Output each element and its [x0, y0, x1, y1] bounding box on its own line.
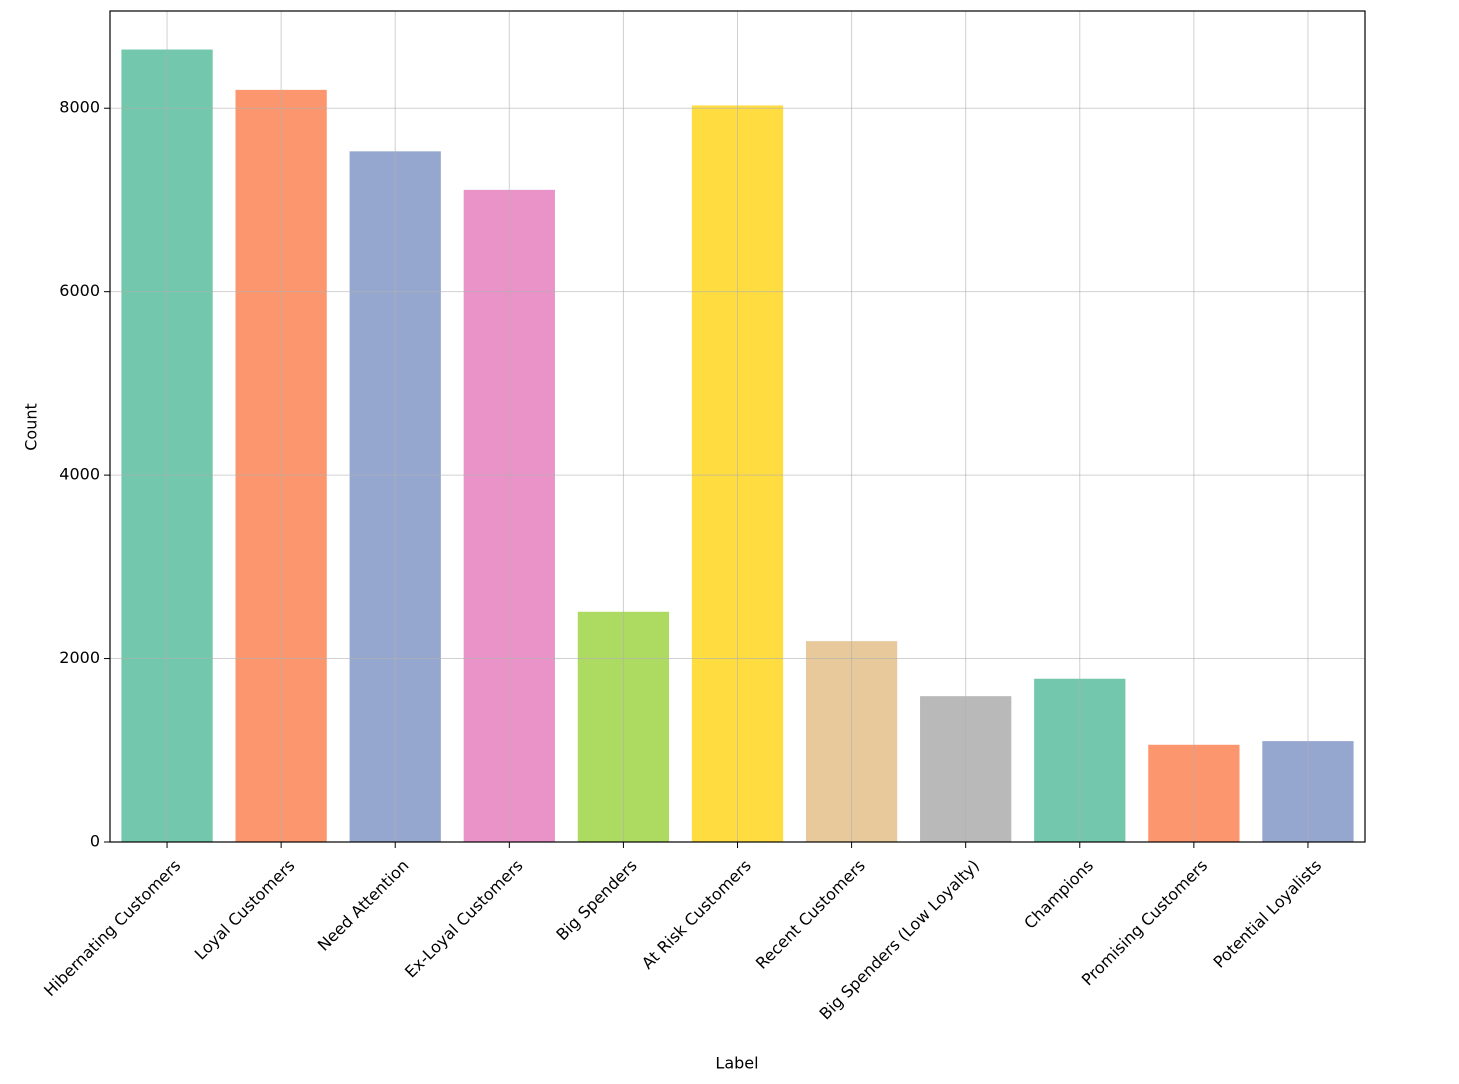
x-tick-label: Champions — [1020, 856, 1097, 933]
x-tick-label: Recent Customers — [752, 856, 869, 973]
y-tick-label: 6000 — [59, 281, 100, 300]
plot-frame — [109, 10, 1366, 843]
x-tick-label: Loyal Customers — [191, 856, 299, 964]
y-tick-label: 2000 — [59, 648, 100, 667]
y-tick-label: 8000 — [59, 98, 100, 117]
x-tick-label: Need Attention — [314, 856, 413, 955]
x-axis-label: Label — [715, 1054, 758, 1073]
x-tick-label: Promising Customers — [1078, 856, 1211, 989]
y-tick-label: 0 — [90, 832, 100, 851]
x-tick-label: At Risk Customers — [638, 856, 755, 973]
y-axis-label: Count — [22, 403, 41, 451]
x-tick-label: Potential Loyalists — [1210, 856, 1326, 972]
x-tick-label: Big Spenders — [552, 856, 640, 944]
x-tick-label: Hibernating Customers — [40, 856, 184, 1000]
x-tick-label: Ex-Loyal Customers — [401, 856, 527, 982]
y-tick-label: 4000 — [59, 465, 100, 484]
